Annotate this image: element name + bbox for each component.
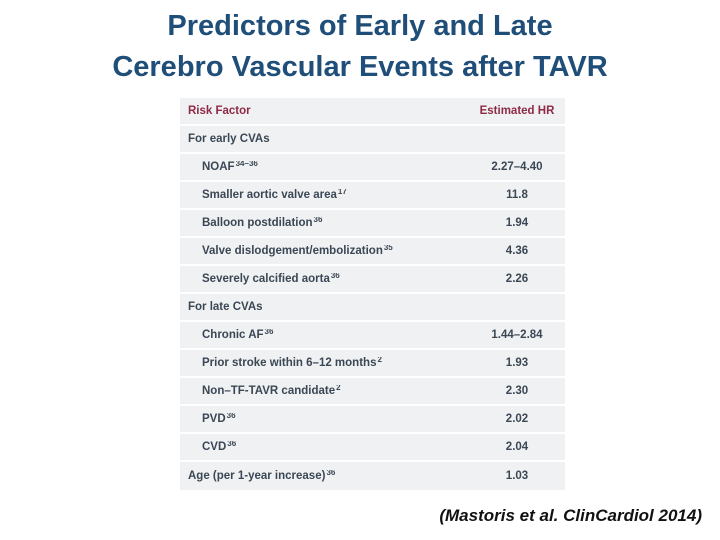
risk-factor-cell: Severely calcified aorta36	[180, 273, 469, 285]
risk-factor-label: Prior stroke within 6–12 months	[202, 357, 377, 369]
risk-factor-label: PVD	[202, 413, 226, 425]
risk-factor-cell: NOAF34–36	[180, 161, 469, 173]
table-row: Valve dislodgement/embolization35 4.36	[180, 238, 565, 266]
risk-factor-label: Non–TF-TAVR candidate	[202, 385, 336, 397]
table-row: Smaller aortic valve area17 11.8	[180, 182, 565, 210]
page-title-line-2: Cerebro Vascular Events after TAVR	[112, 51, 608, 83]
table-row: Balloon postdilation36 1.94	[180, 210, 565, 238]
table-row: CVD36 2.04	[180, 434, 565, 462]
risk-factor-cell: Valve dislodgement/embolization35	[180, 245, 469, 257]
table-row: For late CVAs	[180, 294, 565, 322]
risk-factor-cell: Balloon postdilation36	[180, 217, 469, 229]
risk-factor-label: Severely calcified aorta	[202, 273, 330, 285]
risk-factor-label: For late CVAs	[188, 301, 263, 313]
reference-superscript: 34–36	[235, 161, 258, 168]
reference-superscript: 36	[227, 441, 237, 448]
table-row: Age (per 1-year increase)36 1.03	[180, 462, 565, 490]
page-title: Predictors of Early and Late Cerebro Vas…	[0, 6, 720, 88]
estimated-hr-cell: 1.94	[505, 217, 529, 229]
reference-superscript: 2	[377, 357, 382, 364]
table-row: Prior stroke within 6–12 months2 1.93	[180, 350, 565, 378]
reference-superscript: 36	[313, 217, 323, 224]
estimated-hr-cell: 2.02	[505, 413, 529, 425]
estimated-hr-cell: 1.44–2.84	[491, 329, 543, 341]
risk-factor-cell: Age (per 1-year increase)36	[180, 470, 469, 482]
risk-factor-label: For early CVAs	[188, 133, 270, 145]
estimated-hr-cell: 2.04	[505, 441, 529, 453]
risk-factor-label: NOAF	[202, 161, 235, 173]
page-title-line-1: Predictors of Early and Late	[167, 10, 553, 42]
reference-superscript: 36	[330, 273, 340, 280]
estimated-hr-cell: 2.30	[505, 385, 529, 397]
risk-factor-cell: For late CVAs	[180, 301, 469, 313]
estimated-hr-cell: 2.26	[505, 273, 529, 285]
risk-factor-cell: CVD36	[180, 441, 469, 453]
risk-factor-label: Smaller aortic valve area	[202, 189, 337, 201]
reference-superscript: 36	[226, 413, 236, 420]
risk-factor-cell: Chronic AF36	[180, 329, 469, 341]
estimated-hr-cell: 1.03	[505, 470, 529, 482]
risk-factor-cell: PVD36	[180, 413, 469, 425]
estimated-hr-cell: 11.8	[506, 189, 528, 201]
table-header-row: Risk Factor Estimated HR	[180, 98, 565, 126]
risk-factor-cell: Smaller aortic valve area17	[180, 189, 469, 201]
table-row: Severely calcified aorta36 2.26	[180, 266, 565, 294]
estimated-hr-cell: 1.93	[505, 357, 529, 369]
table-row: PVD36 2.02	[180, 406, 565, 434]
table-row: Chronic AF36 1.44–2.84	[180, 322, 565, 350]
risk-factor-cell: Non–TF-TAVR candidate2	[180, 385, 469, 397]
risk-factor-label: Chronic AF	[202, 329, 264, 341]
risk-factor-label: CVD	[202, 441, 227, 453]
column-header-risk-factor: Risk Factor	[188, 105, 251, 117]
table-row: NOAF34–36 2.27–4.40	[180, 154, 565, 182]
citation-text: (Mastoris et al. ClinCardiol 2014)	[439, 506, 702, 525]
estimated-hr-cell: 4.36	[505, 245, 529, 257]
estimated-hr-cell: 2.27–4.40	[491, 161, 543, 173]
table-row: For early CVAs	[180, 126, 565, 154]
reference-superscript: 36	[326, 470, 336, 477]
risk-factor-label: Balloon postdilation	[202, 217, 313, 229]
risk-factor-label: Valve dislodgement/embolization	[202, 245, 383, 257]
column-header-estimated-hr: Estimated HR	[479, 105, 555, 117]
table-body: For early CVAs NOAF34–36 2.27–4.40 Smaller …	[180, 126, 565, 490]
reference-superscript: 2	[336, 385, 341, 392]
risk-factor-cell: Prior stroke within 6–12 months2	[180, 357, 469, 369]
table-row: Non–TF-TAVR candidate2 2.30	[180, 378, 565, 406]
risk-factor-label: Age (per 1-year increase)	[188, 470, 326, 482]
risk-factor-cell: For early CVAs	[180, 133, 469, 145]
risk-factor-table: Risk Factor Estimated HR For early CVAs N…	[180, 98, 565, 490]
reference-superscript: 36	[264, 329, 274, 336]
reference-superscript: 17	[337, 189, 347, 196]
reference-superscript: 35	[383, 245, 393, 252]
